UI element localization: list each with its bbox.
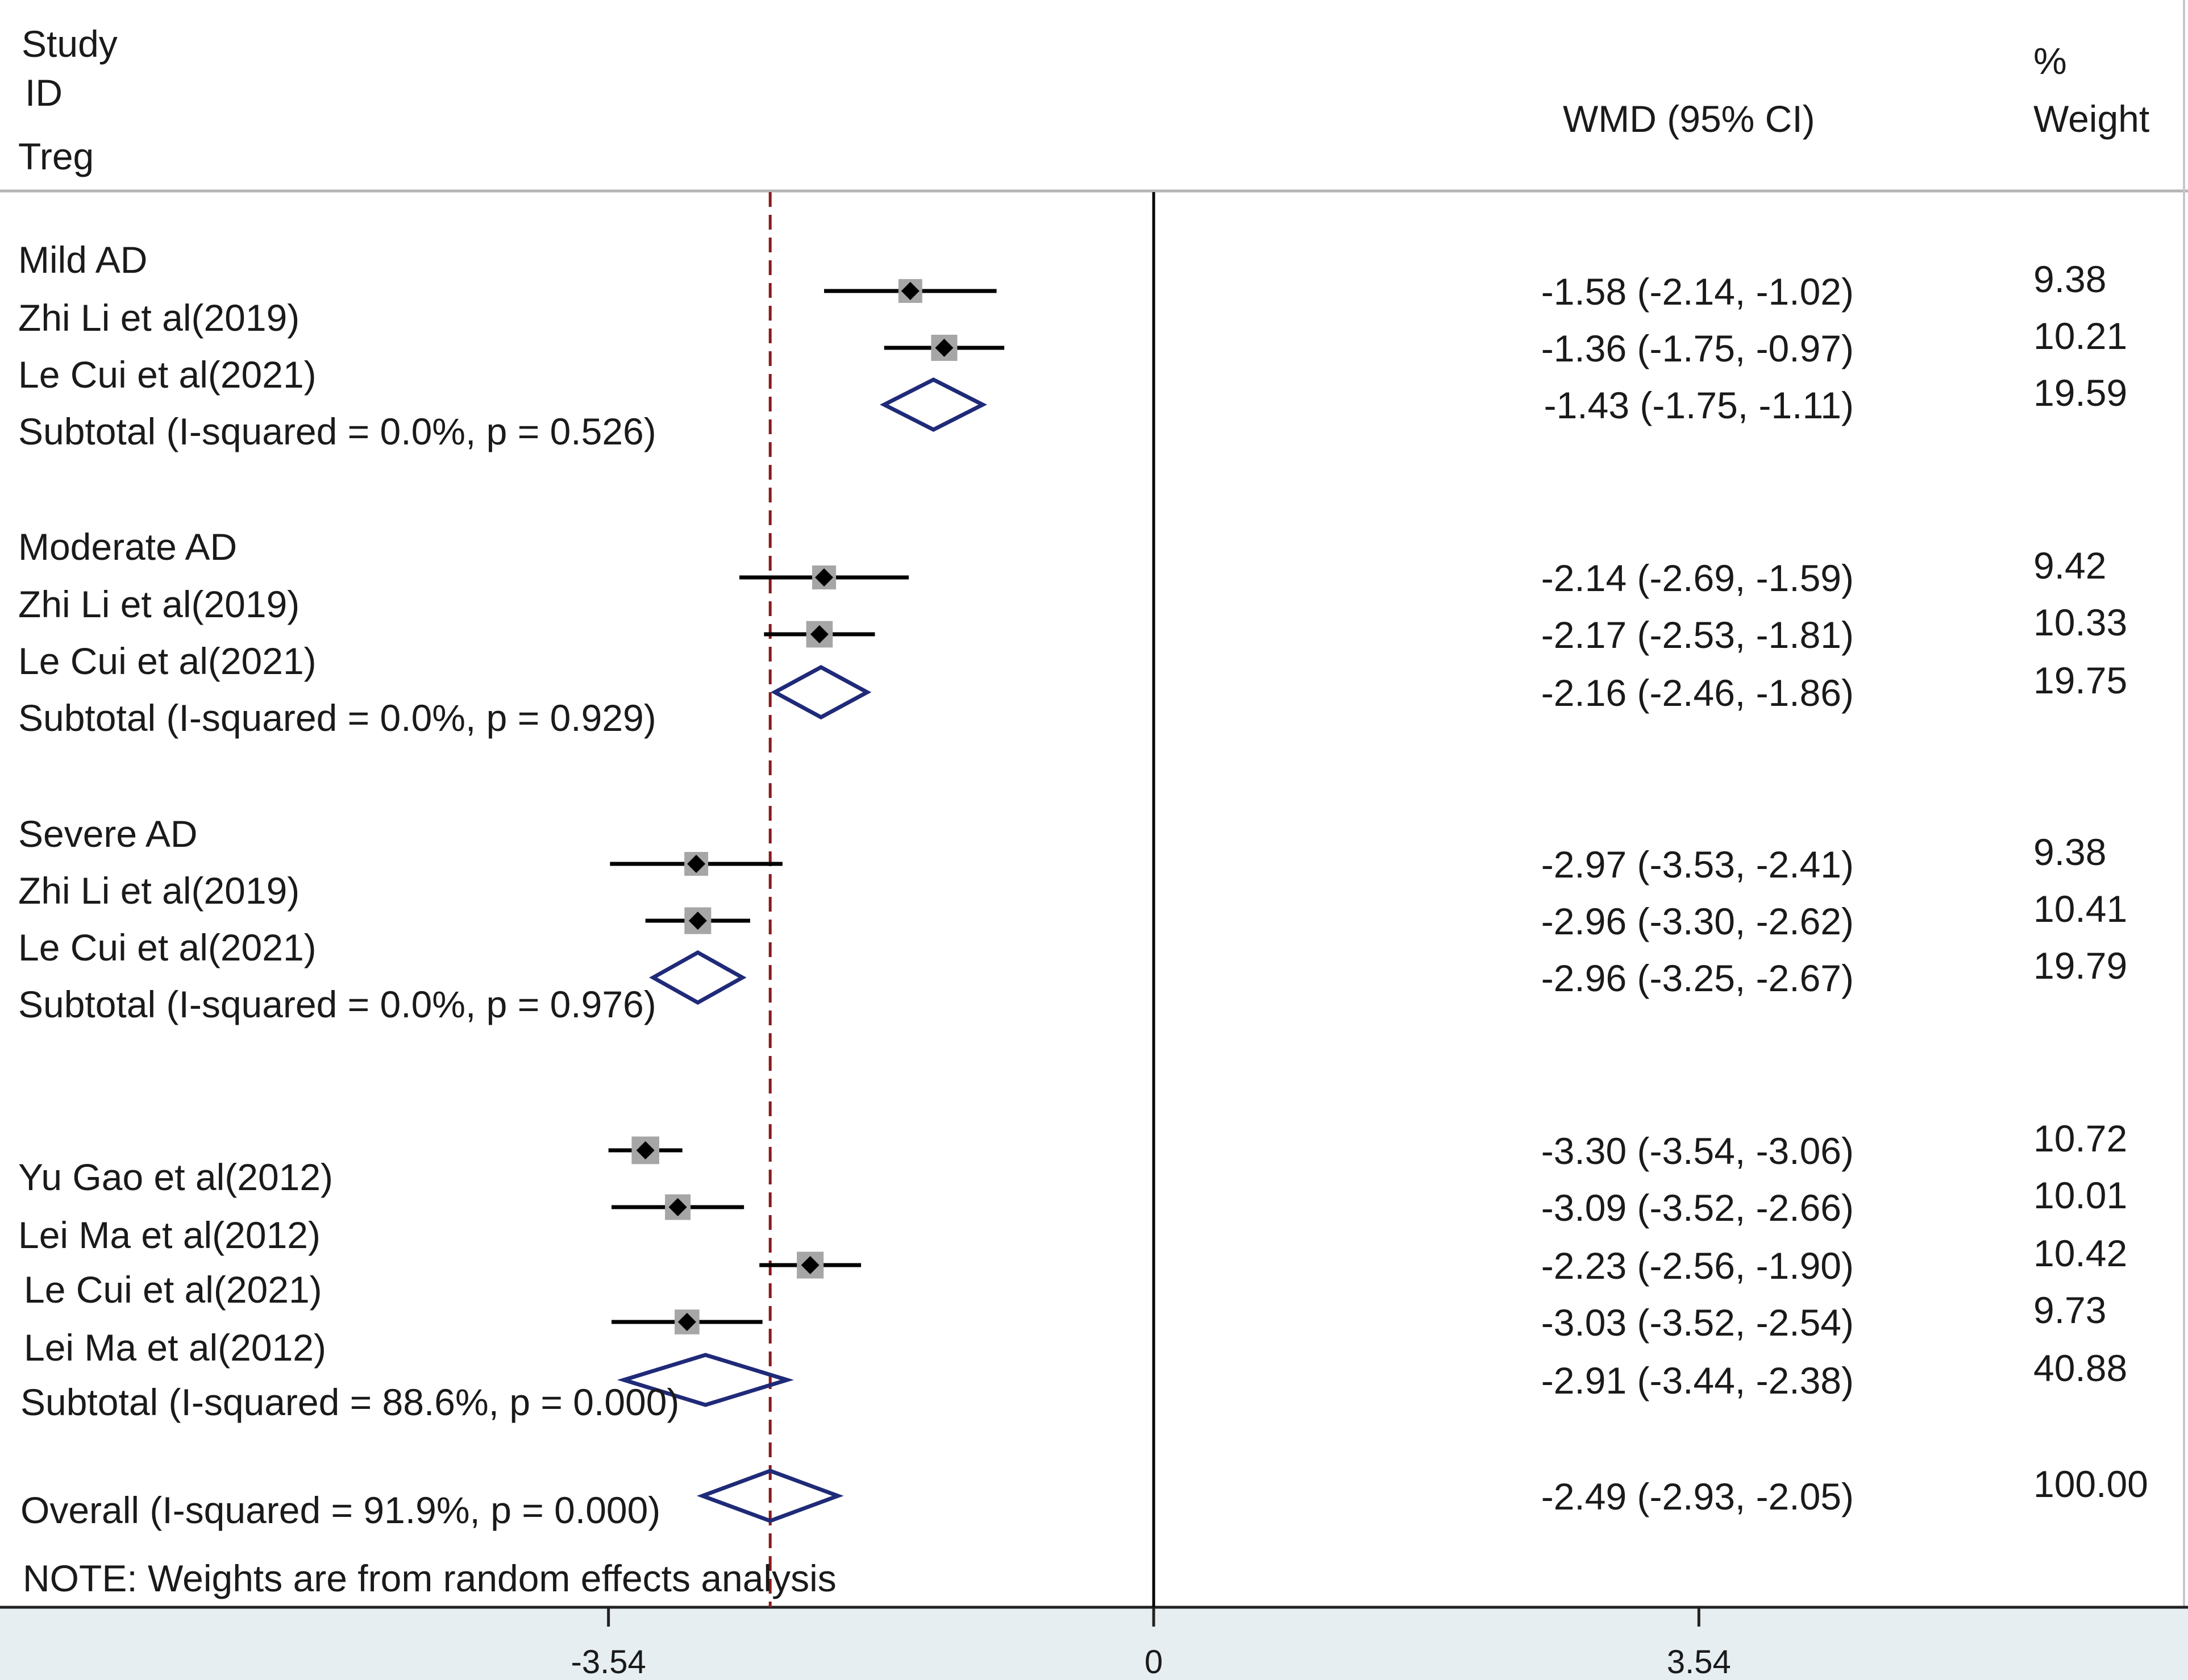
forest-row-subtotal: Lei Ma et al(2012) -2.91 (-3.44, -2.38) 40… (24, 1326, 2127, 1407)
subtotal-diamond (617, 1353, 794, 1407)
x-axis-ticks: -3.54 0 3.54 (571, 1607, 1731, 1680)
subgroup-title: Moderate AD (18, 526, 237, 568)
row-label: Subtotal (I-squared = 0.0%, p = 0.526) (18, 410, 656, 452)
x-tick-label: 0 (1145, 1644, 1163, 1680)
forest-row-study: Le Cui et al(2021) -2.17 (-2.53, -1.81) 10… (18, 601, 2127, 682)
forest-row-study: Le Cui et al(2021) -3.03 (-3.52, -2.54) 9.… (24, 1269, 2106, 1344)
axis-band (0, 1607, 2188, 1680)
point-estimate (801, 1256, 820, 1274)
row-label: Zhi Li et al(2019) (18, 870, 300, 912)
point-estimate (688, 912, 707, 930)
plot-header: Study ID Treg WMD (95% CI) % Weight (18, 23, 2149, 177)
point-estimate (677, 1313, 696, 1331)
row-label: Subtotal (I-squared = 88.6%, p = 0.000) (20, 1381, 679, 1423)
forest-row-subtotal: Subtotal (I-squared = 0.0%, p = 0.976) -2… (18, 945, 2127, 1025)
weight-text: 9.42 (2033, 544, 2106, 587)
forest-row-study: Zhi Li et al(2019) -1.58 (-2.14, -1.02) 9.… (18, 258, 2106, 339)
point-estimate (901, 282, 920, 300)
row-label: Lei Ma et al(2012) (24, 1326, 326, 1369)
weight-text: 9.73 (2033, 1289, 2106, 1331)
weight-text: 10.72 (2033, 1117, 2127, 1159)
weight-text: 9.38 (2033, 831, 2106, 873)
point-estimate (815, 568, 834, 587)
row-label: Lei Ma et al(2012) (18, 1214, 321, 1256)
header-ci: WMD (95% CI) (1563, 98, 1815, 140)
ci-text: -1.36 (-1.75, -0.97) (1541, 327, 1854, 369)
forest-row-title: Mild AD (18, 239, 147, 281)
weight-text: 19.75 (2033, 659, 2127, 701)
ci-text: -1.58 (-2.14, -1.02) (1541, 271, 1854, 313)
weight-text: 40.88 (2033, 1347, 2127, 1389)
row-label: Overall (I-squared = 91.9%, p = 0.000) (20, 1489, 660, 1531)
point-estimate (687, 855, 706, 873)
forest-row-study: -3.30 (-3.54, -3.06) 10.72 (608, 1117, 2127, 1172)
ci-text: -2.14 (-2.69, -1.59) (1541, 557, 1854, 599)
row-label: Le Cui et al(2021) (18, 926, 317, 968)
header-weight-percent: % (2033, 40, 2067, 82)
subtotal-diamond (649, 950, 747, 1005)
row-label: Subtotal (I-squared = 0.0%, p = 0.929) (18, 697, 656, 739)
forest-row-study: Zhi Li et al(2019) -2.14 (-2.69, -1.59) 9.… (18, 544, 2106, 625)
header-id: ID (25, 72, 63, 114)
forest-row-study: Le Cui et al(2021) -2.96 (-3.30, -2.62) 10… (18, 888, 2127, 968)
ci-text: -2.96 (-3.30, -2.62) (1541, 900, 1854, 942)
ci-text: -3.30 (-3.54, -3.06) (1541, 1130, 1854, 1172)
point-estimate (668, 1198, 687, 1216)
ci-text: -2.16 (-2.46, -1.86) (1541, 672, 1854, 714)
ci-text: -2.49 (-2.93, -2.05) (1541, 1475, 1854, 1517)
ci-text: -3.03 (-3.52, -2.54) (1541, 1301, 1854, 1344)
row-label: Yu Gao et al(2012) (18, 1156, 333, 1198)
forest-row-study: Yu Gao et al(2012) -3.09 (-3.52, -2.66) 10… (18, 1156, 2127, 1229)
row-label: Subtotal (I-squared = 0.0%, p = 0.976) (18, 983, 656, 1025)
weight-text: 10.42 (2033, 1232, 2127, 1274)
subtotal-diamond (770, 665, 872, 720)
overall-diamond (696, 1469, 844, 1523)
subgroup-title: Mild AD (18, 239, 147, 281)
weight-text: 19.79 (2033, 945, 2127, 987)
forest-row-subtotal: Subtotal (I-squared = 0.0%, p = 0.526) -1… (18, 372, 2127, 452)
weight-text: 10.33 (2033, 601, 2127, 643)
header-weight: Weight (2033, 98, 2149, 140)
subtotal-diamond (880, 377, 987, 432)
forest-row-subtotal: Subtotal (I-squared = 0.0%, p = 0.929) -2… (18, 659, 2127, 739)
ci-text: -2.17 (-2.53, -1.81) (1541, 614, 1854, 656)
weight-text: 19.59 (2033, 372, 2127, 414)
weight-text: 10.41 (2033, 888, 2127, 930)
forest-rows: Mild AD Zhi Li et al(2019) -1.58 (-2.14, -… (18, 239, 2148, 1531)
weight-text: 100.00 (2033, 1463, 2148, 1505)
forest-row-study: Zhi Li et al(2019) -2.97 (-3.53, -2.41) 9.… (18, 831, 2106, 912)
ci-text: -2.23 (-2.56, -1.90) (1541, 1245, 1854, 1287)
subgroup-title: Severe AD (18, 813, 198, 855)
forest-row-overall: Overall (I-squared = 91.9%, p = 0.000) -2… (20, 1463, 2148, 1531)
row-label: Le Cui et al(2021) (18, 640, 317, 682)
ci-text: -2.96 (-3.25, -2.67) (1541, 957, 1854, 999)
weights-note: NOTE: Weights are from random effects an… (23, 1557, 837, 1599)
weight-text: 9.38 (2033, 258, 2106, 300)
ci-text: -2.97 (-3.53, -2.41) (1541, 843, 1854, 885)
row-label: Zhi Li et al(2019) (18, 583, 300, 625)
weight-text: 10.01 (2033, 1174, 2127, 1216)
forest-row-study: Lei Ma et al(2012) -2.23 (-2.56, -1.90) 10… (18, 1214, 2127, 1287)
forest-row-study: Le Cui et al(2021) -1.36 (-1.75, -0.97) 10… (18, 315, 2127, 396)
forest-row-label_only: Subtotal (I-squared = 88.6%, p = 0.000) (20, 1381, 679, 1423)
point-estimate (810, 625, 829, 643)
point-estimate (636, 1141, 655, 1159)
row-label: Le Cui et al(2021) (18, 354, 317, 396)
forest-row-title: Moderate AD (18, 526, 237, 568)
x-tick-label: 3.54 (1667, 1644, 1731, 1680)
point-estimate (935, 339, 954, 357)
forest-row-title: Severe AD (18, 813, 198, 855)
row-label: Zhi Li et al(2019) (18, 297, 300, 339)
ci-text: -1.43 (-1.75, -1.11) (1544, 384, 1854, 426)
ci-text: -3.09 (-3.52, -2.66) (1541, 1187, 1854, 1229)
header-group: Treg (18, 135, 94, 177)
x-tick-label: -3.54 (571, 1644, 646, 1680)
row-label: Le Cui et al(2021) (24, 1269, 322, 1311)
header-study: Study (22, 23, 118, 65)
weight-text: 10.21 (2033, 315, 2127, 357)
ci-text: -2.91 (-3.44, -2.38) (1541, 1359, 1854, 1402)
